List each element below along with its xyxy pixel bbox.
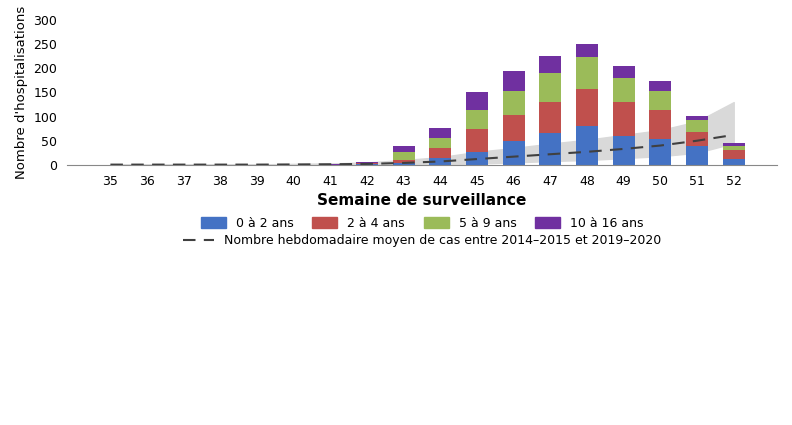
Bar bbox=[723, 143, 744, 145]
Bar bbox=[613, 102, 634, 136]
Bar bbox=[503, 91, 525, 115]
Bar bbox=[503, 71, 525, 91]
Bar bbox=[393, 152, 415, 159]
Bar bbox=[539, 56, 562, 73]
Bar bbox=[686, 116, 708, 120]
Bar bbox=[539, 133, 562, 165]
Bar bbox=[649, 110, 672, 139]
Bar bbox=[429, 138, 451, 148]
Bar bbox=[649, 91, 672, 110]
Bar bbox=[723, 159, 744, 165]
Bar bbox=[393, 163, 415, 165]
Bar bbox=[686, 145, 708, 165]
Bar bbox=[319, 164, 341, 165]
Y-axis label: Nombre d'hospitalisations: Nombre d'hospitalisations bbox=[15, 6, 28, 179]
Bar bbox=[429, 158, 451, 165]
Bar bbox=[393, 159, 415, 163]
Bar bbox=[576, 126, 598, 165]
Legend: Nombre hebdomadaire moyen de cas entre 2014–2015 et 2019–2020: Nombre hebdomadaire moyen de cas entre 2… bbox=[178, 229, 666, 252]
Bar bbox=[613, 66, 634, 78]
Bar bbox=[466, 152, 488, 165]
Bar bbox=[503, 141, 525, 165]
Bar bbox=[686, 120, 708, 132]
Bar bbox=[539, 73, 562, 102]
Bar bbox=[576, 57, 598, 88]
Bar bbox=[649, 139, 672, 165]
Bar bbox=[393, 146, 415, 152]
Bar bbox=[429, 148, 451, 158]
X-axis label: Semaine de surveillance: Semaine de surveillance bbox=[318, 193, 527, 208]
Bar bbox=[576, 44, 598, 57]
Bar bbox=[613, 136, 634, 165]
Bar bbox=[356, 164, 378, 165]
Bar bbox=[466, 92, 488, 110]
Bar bbox=[723, 150, 744, 159]
Bar bbox=[649, 81, 672, 91]
Bar bbox=[466, 129, 488, 152]
Bar bbox=[503, 115, 525, 141]
Bar bbox=[356, 163, 378, 164]
Bar bbox=[613, 78, 634, 102]
Bar bbox=[429, 128, 451, 138]
Bar bbox=[686, 132, 708, 145]
Bar bbox=[466, 110, 488, 129]
Bar bbox=[576, 88, 598, 126]
Bar bbox=[723, 145, 744, 150]
Bar bbox=[539, 102, 562, 133]
Bar bbox=[356, 162, 378, 163]
